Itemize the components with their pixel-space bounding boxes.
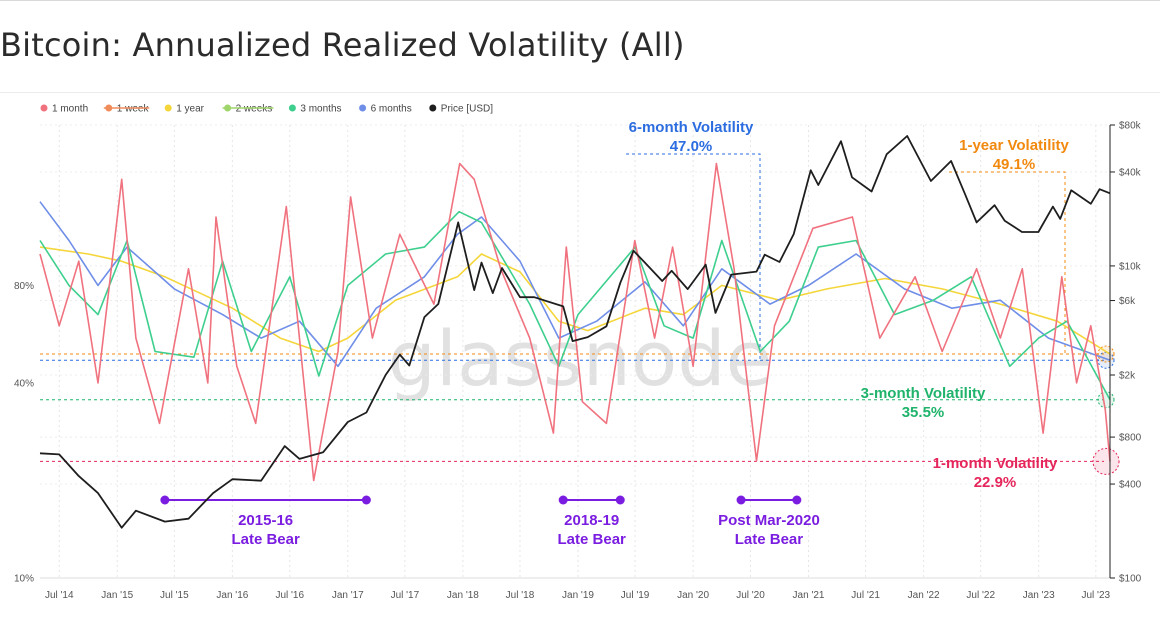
x-axis-tick-label: Jul '18 bbox=[506, 590, 535, 601]
reference-end-marker bbox=[1092, 447, 1120, 475]
period-end-dot bbox=[615, 495, 625, 505]
right-axis-tick-label: $6k bbox=[1119, 296, 1136, 307]
x-axis-tick-label: Jan '22 bbox=[908, 590, 940, 601]
reference-label: 1-month Volatility bbox=[933, 455, 1058, 472]
reference-callout bbox=[949, 171, 1066, 355]
x-axis-tick-label: Jan '19 bbox=[562, 590, 594, 601]
x-axis: Jul '14 Jan '15 Jul '15 Jan '16 Jul '16 Jan '… bbox=[40, 577, 1111, 601]
legend-label: 1 week bbox=[117, 104, 150, 115]
legend-item: 6 months bbox=[359, 104, 412, 115]
legend-label: 3 months bbox=[300, 104, 341, 115]
x-axis-tick-label: Jul '17 bbox=[391, 590, 420, 601]
legend-label: Price [USD] bbox=[441, 104, 493, 115]
period-markers: 2015-16 Late Bear 2018-19 Late Bear Post Mar… bbox=[160, 495, 820, 548]
series-line-price-usd- bbox=[39, 135, 1111, 529]
left-axis-tick-label: 10% bbox=[14, 574, 34, 585]
period-sublabel: Late Bear bbox=[558, 531, 627, 548]
x-axis-tick-label: Jan '21 bbox=[793, 590, 825, 601]
x-axis-tick-label: Jul '15 bbox=[160, 590, 189, 601]
x-axis-tick-label: Jul '14 bbox=[45, 590, 74, 601]
x-axis-tick-label: Jul '16 bbox=[275, 590, 304, 601]
reference-label: 6-month Volatility bbox=[629, 119, 754, 136]
x-axis-tick-label: Jan '16 bbox=[216, 590, 248, 601]
legend-marker bbox=[40, 104, 48, 112]
period-start-dot bbox=[160, 495, 170, 505]
reference-value: 35.5% bbox=[902, 404, 945, 421]
title-separator bbox=[0, 92, 1160, 93]
right-axis-tick-label: $800 bbox=[1119, 433, 1142, 444]
left-axis-tick-label: 80% bbox=[14, 281, 34, 292]
legend-item: Price [USD] bbox=[429, 104, 493, 115]
period-label: 2018-19 bbox=[564, 512, 619, 529]
legend-item: 1 month bbox=[40, 104, 88, 115]
series-line-6-months bbox=[39, 201, 1111, 368]
legend-item: 1 week bbox=[103, 104, 150, 115]
x-axis-tick-label: Jul '21 bbox=[851, 590, 880, 601]
right-axis-tick-label: $40k bbox=[1119, 167, 1142, 178]
top-border bbox=[0, 0, 1160, 1]
legend-item: 1 year bbox=[164, 104, 205, 115]
x-axis-tick-label: Jan '23 bbox=[1023, 590, 1055, 601]
series-line-1-year bbox=[39, 246, 1111, 355]
period-label: 2015-16 bbox=[238, 512, 293, 529]
annotations: 6-month Volatility 47.0% 1-year Volatility… bbox=[629, 119, 1070, 491]
page-title: Bitcoin: Annualized Realized Volatility … bbox=[0, 26, 685, 64]
reference-value: 47.0% bbox=[670, 138, 713, 155]
left-axis-tick-label: 40% bbox=[14, 378, 34, 389]
right-axis-tick-label: $10k bbox=[1119, 261, 1142, 272]
legend-marker bbox=[164, 104, 172, 112]
right-axis-tick-label: $80k bbox=[1119, 121, 1142, 132]
period-sublabel: Late Bear bbox=[735, 531, 804, 548]
period-label: Post Mar-2020 bbox=[718, 512, 820, 529]
period-start-dot bbox=[736, 495, 746, 505]
series-line-1-month bbox=[39, 162, 1111, 482]
legend-item: 2 weeks bbox=[222, 104, 274, 115]
reference-value: 22.9% bbox=[974, 474, 1017, 491]
x-axis-tick-label: Jul '19 bbox=[621, 590, 650, 601]
reference-label: 1-year Volatility bbox=[959, 137, 1069, 154]
period-sublabel: Late Bear bbox=[231, 531, 300, 548]
right-axis-tick-label: $2k bbox=[1119, 370, 1136, 381]
legend-label: 1 year bbox=[176, 104, 204, 115]
legend-marker bbox=[429, 104, 437, 112]
reference-label: 3-month Volatility bbox=[861, 385, 986, 402]
series-lines bbox=[39, 135, 1111, 529]
y-axis-left: 10% 40% 80% bbox=[14, 281, 34, 585]
right-axis-tick-label: $400 bbox=[1119, 480, 1142, 491]
y-axis-right: $100 $400 $800 $2k $6k $10k $40k $80k bbox=[1109, 121, 1142, 585]
period-end-dot bbox=[361, 495, 371, 505]
x-axis-tick-label: Jul '20 bbox=[736, 590, 765, 601]
x-axis-tick-label: Jan '17 bbox=[332, 590, 364, 601]
reference-value: 49.1% bbox=[993, 156, 1036, 173]
x-axis-tick-label: Jul '22 bbox=[966, 590, 995, 601]
legend-marker bbox=[288, 104, 296, 112]
x-axis-tick-label: Jan '18 bbox=[447, 590, 479, 601]
x-axis-tick-label: Jan '20 bbox=[677, 590, 709, 601]
legend-label: 6 months bbox=[371, 104, 412, 115]
legend-label: 2 weeks bbox=[236, 104, 273, 115]
period-start-dot bbox=[558, 495, 568, 505]
right-axis-tick-label: $100 bbox=[1119, 574, 1142, 585]
legend-marker bbox=[359, 104, 367, 112]
x-axis-tick-label: Jan '15 bbox=[101, 590, 133, 601]
reference-end-marker bbox=[1097, 391, 1115, 409]
reference-callout bbox=[626, 153, 761, 361]
legend-item: 3 months bbox=[288, 104, 342, 115]
chart-legend: 1 month 1 week 1 year 2 weeks 3 months 6 mont… bbox=[40, 104, 493, 115]
legend-label: 1 month bbox=[52, 104, 88, 115]
x-axis-tick-label: Jul '23 bbox=[1082, 590, 1111, 601]
period-end-dot bbox=[792, 495, 802, 505]
